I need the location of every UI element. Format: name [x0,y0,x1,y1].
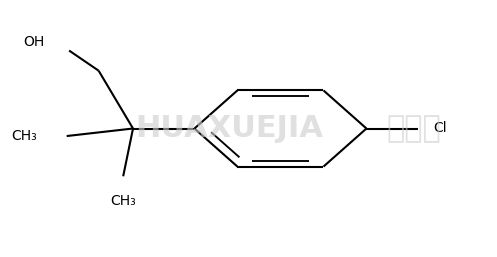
Text: Cl: Cl [433,122,446,135]
Text: 化学加: 化学加 [386,114,441,143]
Text: CH₃: CH₃ [11,129,37,143]
Text: OH: OH [23,35,45,49]
Text: CH₃: CH₃ [110,194,136,208]
Text: HUAXUEJIA: HUAXUEJIA [136,114,324,143]
